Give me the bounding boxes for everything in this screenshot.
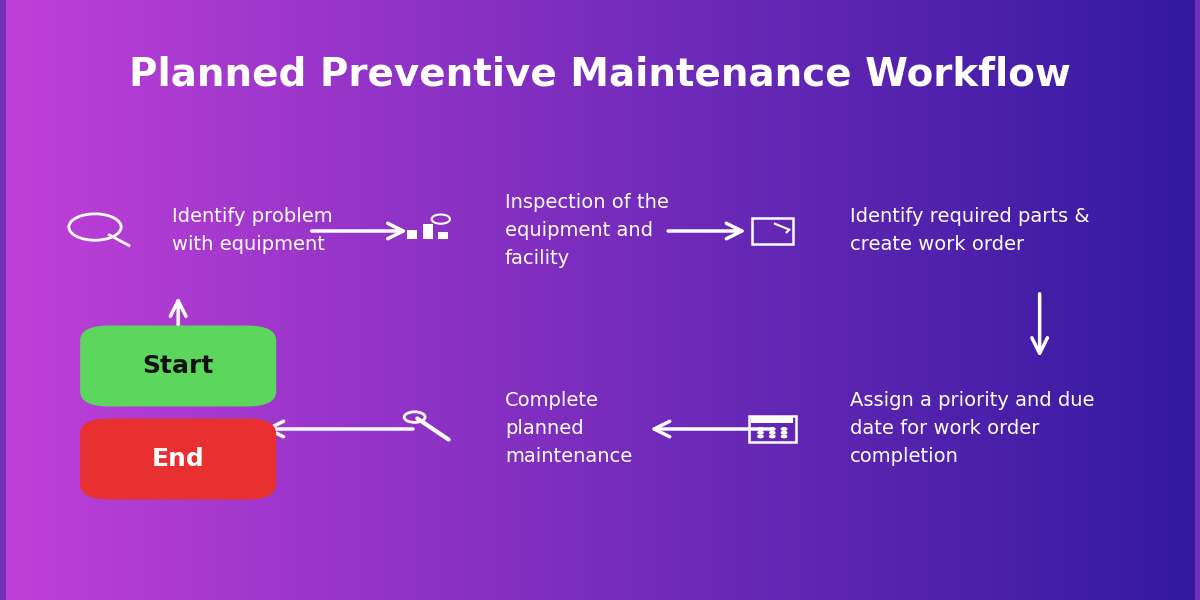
Circle shape — [758, 428, 763, 430]
Circle shape — [781, 435, 787, 438]
Text: Identify problem
with equipment: Identify problem with equipment — [173, 208, 332, 254]
Text: Identify required parts &
create work order: Identify required parts & create work or… — [850, 208, 1090, 254]
FancyBboxPatch shape — [438, 232, 449, 239]
Circle shape — [769, 428, 775, 430]
FancyBboxPatch shape — [751, 417, 793, 423]
Circle shape — [781, 428, 787, 430]
Text: Start: Start — [143, 354, 214, 378]
Text: Complete
planned
maintenance: Complete planned maintenance — [505, 392, 632, 467]
Circle shape — [781, 431, 787, 434]
FancyBboxPatch shape — [407, 230, 416, 239]
FancyBboxPatch shape — [80, 325, 276, 407]
Circle shape — [758, 435, 763, 438]
Text: Assign a priority and due
date for work order
completion: Assign a priority and due date for work … — [850, 392, 1094, 467]
Circle shape — [758, 431, 763, 434]
FancyBboxPatch shape — [80, 419, 276, 499]
Text: End: End — [151, 447, 204, 471]
Circle shape — [769, 435, 775, 438]
Circle shape — [769, 431, 775, 434]
Text: Inspection of the
equipment and
facility: Inspection of the equipment and facility — [505, 193, 668, 269]
FancyBboxPatch shape — [422, 224, 433, 239]
Text: Planned Preventive Maintenance Workflow: Planned Preventive Maintenance Workflow — [130, 56, 1070, 94]
